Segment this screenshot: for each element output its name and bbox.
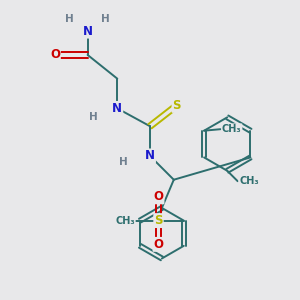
Text: S: S — [154, 214, 163, 227]
Text: H: H — [89, 112, 98, 122]
Text: N: N — [145, 149, 155, 162]
Text: N: N — [112, 102, 122, 115]
Text: O: O — [50, 48, 60, 62]
Text: H: H — [65, 14, 74, 24]
Text: H: H — [101, 14, 110, 24]
Text: CH₃: CH₃ — [115, 216, 135, 226]
Text: H: H — [119, 157, 128, 167]
Text: CH₃: CH₃ — [222, 124, 242, 134]
Text: CH₃: CH₃ — [239, 176, 259, 186]
Text: N: N — [82, 25, 93, 38]
Text: S: S — [172, 99, 181, 112]
Text: O: O — [154, 190, 164, 203]
Text: O: O — [154, 238, 164, 251]
